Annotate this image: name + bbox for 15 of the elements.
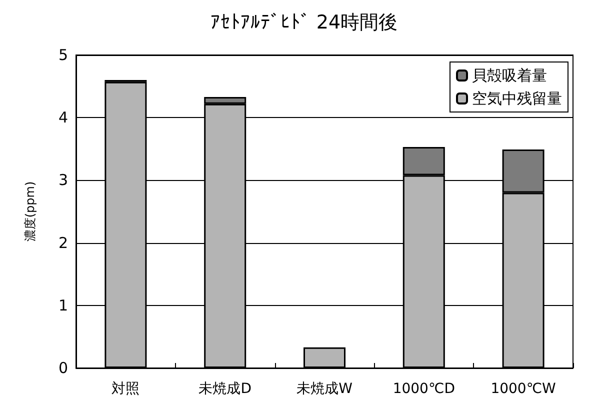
y-axis-title: 濃度(ppm) (23, 181, 37, 242)
x-tick-label: 1000℃W (490, 381, 556, 397)
y-tick-label: 0 (58, 359, 68, 377)
y-tick-label: 1 (58, 296, 68, 314)
x-tick-label: 1000℃D (392, 381, 455, 397)
chart-title: ｱｾﾄｱﾙﾃﾞﾋﾄﾞ 24時間後 (210, 12, 398, 34)
y-tick-label: 2 (58, 234, 68, 252)
y-tick-label: 4 (58, 108, 68, 127)
legend-label: 貝殻吸着量 (472, 66, 547, 84)
x-tick-label: 対照 (112, 381, 140, 397)
y-tick-label: 3 (58, 171, 68, 190)
y-tick-label: 5 (58, 46, 68, 64)
x-tick-label: 未焼成W (296, 381, 353, 397)
legend-label: 空気中残留量 (472, 90, 562, 108)
x-tick-label: 未焼成D (198, 381, 252, 397)
